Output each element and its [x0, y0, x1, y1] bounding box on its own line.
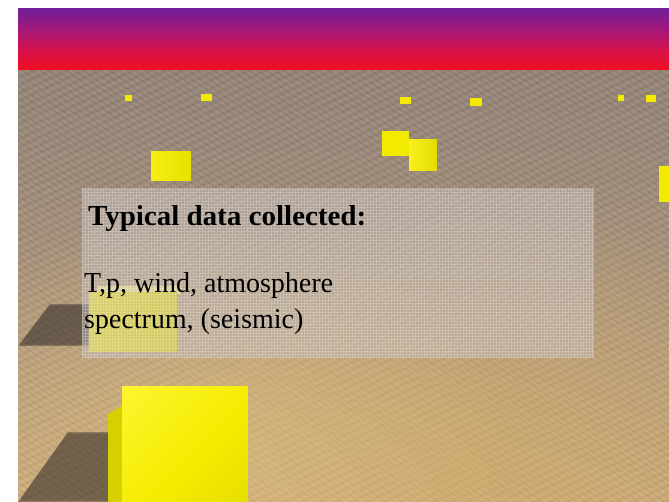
slide	[18, 8, 669, 502]
cube-distant-4	[470, 98, 482, 106]
cube-medium-3	[409, 139, 437, 171]
cube-distant-1	[125, 95, 132, 101]
body-line-2: spectrum, (seismic)	[84, 304, 304, 335]
sky-gradient-band	[18, 8, 669, 70]
cube-medium-2	[382, 131, 409, 156]
slide-heading: Typical data collected:	[88, 200, 367, 232]
cube-medium-1	[151, 151, 191, 181]
cube-distant-6	[646, 95, 656, 102]
cube-distant-5	[618, 95, 624, 101]
slide-body-text: T,p, wind, atmosphere spectrum, (seismic…	[84, 266, 544, 338]
content-text-box	[82, 188, 594, 358]
cube-distant-2	[201, 94, 212, 101]
cube-edge-right	[659, 166, 669, 202]
cube-near-2	[108, 386, 248, 502]
cube-distant-3	[400, 97, 411, 104]
body-line-1: T,p, wind, atmosphere	[84, 268, 334, 299]
